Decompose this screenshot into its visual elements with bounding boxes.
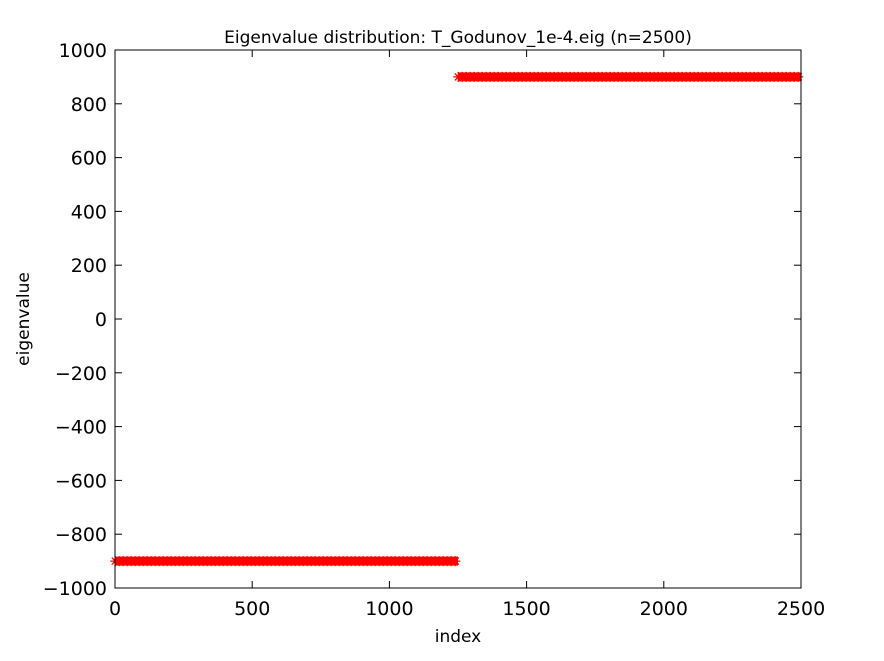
series-0 [110, 556, 461, 567]
x-tick-label: 500 [234, 598, 270, 620]
x-tick-label: 0 [109, 598, 121, 620]
y-tick-label: −600 [55, 470, 107, 492]
x-tick-label: 2000 [640, 598, 688, 620]
chart-title: Eigenvalue distribution: T_Godunov_1e-4.… [224, 28, 692, 48]
series-1 [453, 71, 804, 82]
y-tick-label: −1000 [43, 578, 107, 600]
x-tick-label: 1500 [502, 598, 550, 620]
x-axis-label: index [435, 627, 482, 647]
data-point [450, 556, 461, 567]
y-tick-label: 600 [71, 148, 107, 170]
y-tick-label: 1000 [59, 40, 107, 62]
y-tick-label: 400 [71, 201, 107, 223]
y-tick-label: 200 [71, 255, 107, 277]
y-tick-label: 800 [71, 94, 107, 116]
y-tick-label: 0 [95, 309, 107, 331]
y-tick-label: −400 [55, 417, 107, 439]
data-point [793, 71, 804, 82]
series-layer [110, 71, 804, 567]
x-tick-label: 1000 [365, 598, 413, 620]
plot-area [114, 49, 802, 589]
ticks-layer: 0 500 1000 1500 2000 2500−1000−800−600−400−20… [43, 40, 825, 620]
y-tick-label: −200 [55, 363, 107, 385]
y-tick-label: −800 [55, 524, 107, 546]
x-tick-label: 2500 [777, 598, 825, 620]
y-axis-label: eigenvalue [14, 272, 34, 366]
